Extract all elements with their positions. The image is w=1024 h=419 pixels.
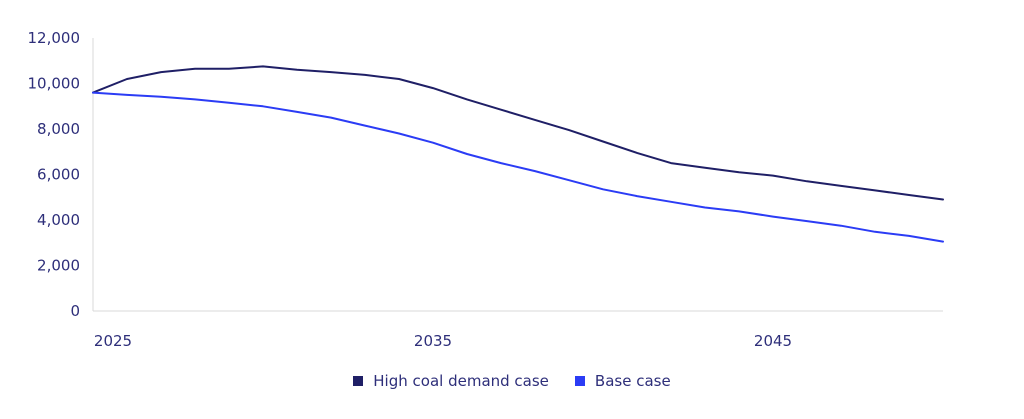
y-tick-label: 10,000 [28, 75, 81, 93]
legend-item-base: Base case [574, 372, 671, 390]
series-line-high-coal [92, 65, 944, 201]
legend-label-high-coal: High coal demand case [373, 372, 549, 390]
legend: High coal demand case Base case [0, 372, 1024, 390]
line-chart: 0 2,000 4,000 6,000 8,000 10,000 12,000 2025 203… [28, 29, 944, 350]
y-tick-label: 0 [70, 302, 80, 320]
y-tick-label: 2,000 [37, 257, 80, 275]
legend-item-high-coal: High coal demand case [353, 372, 549, 390]
legend-label-base: Base case [594, 372, 671, 390]
y-tick-label: 12,000 [28, 29, 81, 47]
series-line-base [92, 91, 944, 243]
y-tick-label: 8,000 [37, 120, 80, 138]
x-tick-label: 2025 [94, 332, 132, 350]
y-tick-label: 6,000 [37, 166, 80, 184]
legend-swatch-base [574, 376, 585, 386]
y-tick-label: 4,000 [37, 211, 80, 229]
legend-swatch-high-coal [353, 376, 364, 386]
x-tick-label: 2035 [414, 332, 452, 350]
x-tick-label: 2045 [754, 332, 792, 350]
